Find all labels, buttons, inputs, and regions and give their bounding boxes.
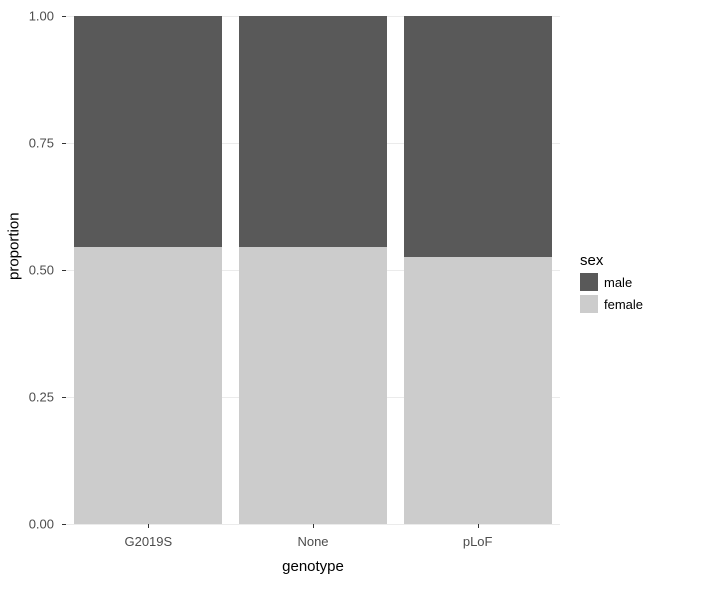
- x-tick-mark: [148, 524, 149, 528]
- plot-area: [66, 16, 560, 524]
- bar-segment-female: [74, 247, 222, 524]
- legend-item-female: female: [580, 295, 643, 313]
- legend: sex male female: [580, 252, 643, 313]
- bar-segment-male: [74, 16, 222, 247]
- x-tick-label: G2019S: [124, 534, 172, 549]
- x-tick-mark: [478, 524, 479, 528]
- bar: [239, 16, 387, 524]
- y-tick-label: 1.00: [0, 9, 54, 24]
- bar-segment-male: [239, 16, 387, 247]
- bar: [74, 16, 222, 524]
- legend-item-male: male: [580, 273, 643, 291]
- legend-title: sex: [580, 252, 643, 269]
- y-tick-label: 0.00: [0, 517, 54, 532]
- bar-segment-female: [404, 257, 552, 524]
- y-tick-mark: [62, 397, 66, 398]
- y-tick-label: 0.25: [0, 390, 54, 405]
- legend-key: [580, 295, 598, 313]
- bar: [404, 16, 552, 524]
- legend-label: female: [604, 297, 643, 312]
- legend-label: male: [604, 275, 632, 290]
- x-tick-label: pLoF: [463, 534, 493, 549]
- x-tick-mark: [313, 524, 314, 528]
- y-tick-label: 0.50: [0, 263, 54, 278]
- legend-key: [580, 273, 598, 291]
- y-tick-mark: [62, 524, 66, 525]
- bar-segment-male: [404, 16, 552, 257]
- x-axis-title: genotype: [282, 558, 344, 575]
- y-tick-mark: [62, 270, 66, 271]
- y-tick-label: 0.75: [0, 136, 54, 151]
- x-tick-label: None: [297, 534, 328, 549]
- chart-container: proportion 0.000.250.500.751.00 G2019SNo…: [0, 0, 708, 596]
- y-tick-mark: [62, 143, 66, 144]
- y-tick-mark: [62, 16, 66, 17]
- bar-segment-female: [239, 247, 387, 524]
